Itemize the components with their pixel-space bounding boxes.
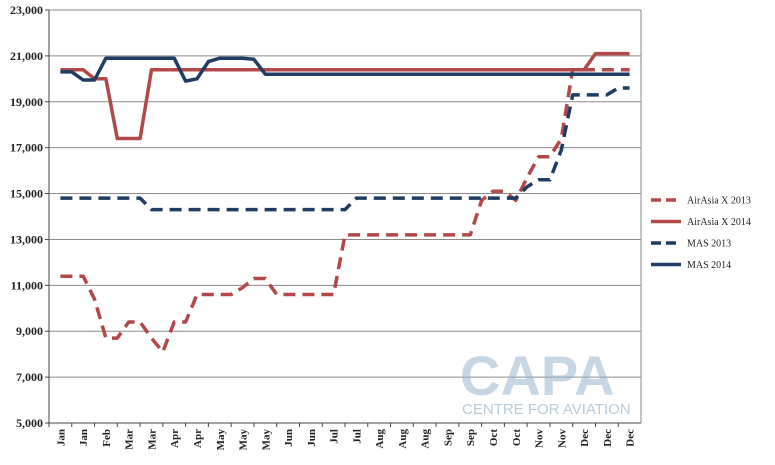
x-tick-label: Jan (55, 429, 67, 446)
series-line-mas-2014 (60, 56, 630, 83)
legend: AirAsia X 2013 AirAsia X 2014 MAS 2013 MAS … (651, 196, 751, 271)
x-tick-label: Jul (329, 429, 341, 444)
x-tick-label: Nov (556, 429, 568, 448)
y-tick-label: 15,000 (10, 187, 43, 201)
legend-label: AirAsia X 2014 (687, 217, 751, 228)
x-tick-label: Mar (124, 429, 136, 450)
x-tick-label: Dec (602, 429, 614, 447)
x-tick-label: Jul (351, 429, 363, 444)
watermark-logo-text: CAPA (460, 344, 615, 407)
x-tick-label: Sep (465, 429, 477, 446)
x-tick-label: Oct (511, 429, 523, 446)
y-tick-label: 21,000 (10, 49, 43, 63)
y-tick-label: 5,000 (16, 416, 43, 430)
x-tick-label: Nov (534, 429, 546, 448)
x-tick-label: Aug (374, 429, 386, 449)
y-axis-ticks: 5,000 7,000 9,000 11,000 13,000 15,000 17,000 1… (10, 3, 49, 430)
x-tick-label: Apr (169, 429, 181, 448)
y-tick-label: 17,000 (10, 141, 43, 155)
x-tick-label: Apr (192, 429, 204, 448)
x-tick-label: Mar (146, 429, 158, 450)
x-tick-label: Oct (488, 429, 500, 446)
series-line-airasia-x-2013 (60, 67, 630, 354)
series-line-mas-2013 (60, 86, 630, 212)
x-tick-label: Aug (397, 429, 409, 449)
x-tick-label: Dec (625, 429, 637, 447)
x-tick-label: Dec (579, 429, 591, 447)
y-tick-label: 7,000 (16, 370, 43, 384)
x-tick-label: Sep (442, 429, 454, 446)
x-tick-label: May (238, 429, 250, 451)
series-lines (60, 51, 630, 354)
legend-label: MAS 2013 (687, 239, 731, 250)
y-tick-label: 13,000 (10, 232, 43, 246)
x-tick-label: Jun (306, 429, 318, 447)
x-tick-label: Jun (283, 429, 295, 447)
x-tick-label: Feb (101, 429, 113, 447)
series-line-airasia-x-2014 (60, 51, 630, 141)
x-tick-label: May (215, 429, 227, 451)
x-tick-label: Aug (420, 429, 432, 449)
legend-label: MAS 2014 (687, 260, 731, 271)
y-tick-label: 23,000 (10, 3, 43, 17)
capa-watermark: CAPA CENTRE FOR AVIATION (460, 344, 631, 418)
y-tick-label: 11,000 (11, 278, 43, 292)
y-tick-label: 9,000 (16, 324, 43, 338)
x-tick-label: Jan (78, 429, 90, 446)
x-axis-ticks: Jan Jan Feb Mar Mar Apr Apr May May May Jun Jun Jul J… (48, 423, 637, 451)
y-tick-label: 19,000 (10, 95, 43, 109)
watermark-subtitle: CENTRE FOR AVIATION (462, 401, 631, 418)
legend-label: AirAsia X 2013 (687, 196, 751, 207)
x-tick-label: May (260, 429, 272, 451)
